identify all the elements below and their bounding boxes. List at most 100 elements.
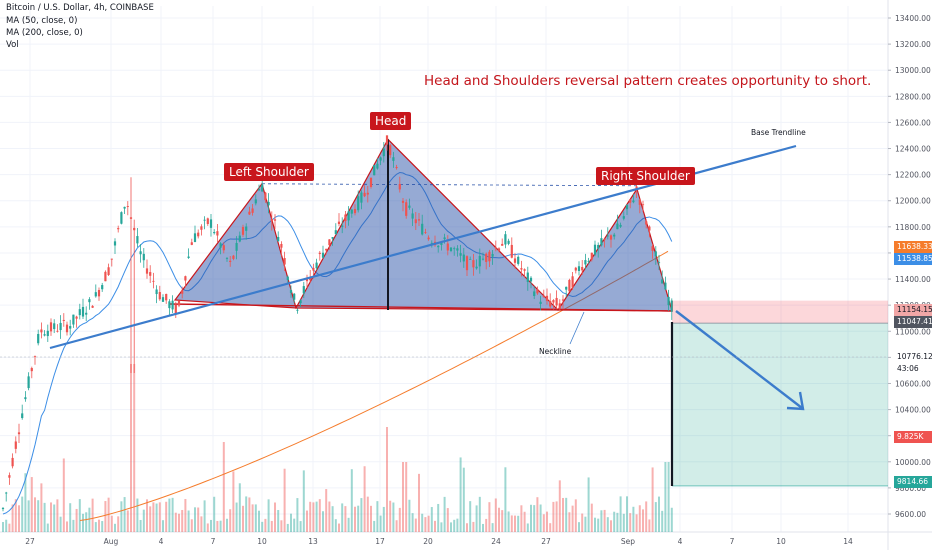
volume-bar: [645, 501, 648, 532]
x-tick-label: 24: [491, 537, 501, 546]
volume-bar: [651, 467, 654, 532]
volume-bar: [427, 515, 430, 532]
vol-legend[interactable]: Vol: [6, 40, 19, 50]
candle-body: [667, 296, 670, 306]
volume-bar: [603, 509, 606, 532]
volume-bar: [331, 506, 334, 532]
candle-body: [85, 312, 88, 315]
volume-bar: [283, 468, 286, 532]
volume-bar: [341, 503, 344, 532]
candle-body: [632, 200, 635, 203]
candle-body: [353, 208, 357, 214]
volume-bar: [66, 521, 68, 532]
candle-body: [629, 199, 632, 203]
headline-annotation[interactable]: Head and Shoulders reversal pattern crea…: [424, 73, 872, 89]
volume-bar: [530, 504, 532, 532]
volume-bar: [309, 501, 312, 532]
right-shoulder-label[interactable]: Right Shoulder: [596, 167, 695, 185]
candle-body: [299, 300, 302, 304]
candle-body: [232, 255, 235, 259]
candle-body: [283, 258, 286, 265]
candle-body: [229, 260, 232, 262]
volume-bar: [242, 505, 244, 532]
short-position-tool[interactable]: [670, 300, 888, 487]
candle-body: [638, 199, 641, 205]
candle-body: [97, 290, 101, 297]
ma50-path: [2, 172, 673, 515]
volume-bar: [14, 499, 17, 532]
candle-body: [414, 219, 417, 224]
candle-body: [584, 260, 587, 265]
price-axis[interactable]: 13400.00 13200.00 13000.00 12800.00 12600.00…: [888, 14, 931, 519]
y-tick-label: 9800.00: [895, 484, 926, 493]
volume-bar: [158, 502, 161, 532]
volume-bar: [130, 364, 132, 532]
ma200-legend[interactable]: MA (200, close, 0): [6, 28, 83, 38]
volume-bar: [520, 505, 523, 532]
candle-body: [661, 279, 664, 284]
ma50-legend[interactable]: MA (50, close, 0): [6, 16, 78, 26]
candle-body: [62, 319, 65, 321]
head-label[interactable]: Head: [370, 112, 412, 130]
volume-bar: [443, 496, 446, 532]
neckline-label[interactable]: Neckline: [539, 347, 572, 356]
volume-bar: [126, 510, 129, 532]
y-tick-label: 13000.00: [895, 66, 931, 75]
volume-bar: [165, 501, 168, 532]
volume-bar: [299, 521, 302, 532]
base-trendline-label[interactable]: Base Trendline: [751, 128, 806, 137]
left-shoulder-label[interactable]: Left Shoulder: [224, 163, 314, 181]
volume-bar: [101, 521, 104, 532]
candle-body: [245, 226, 248, 231]
candle-body: [472, 260, 475, 268]
volume-bar: [69, 503, 72, 532]
candle-body: [69, 326, 72, 329]
volume-bar: [562, 497, 564, 532]
volume-bar: [43, 502, 46, 532]
candle-body: [133, 227, 136, 231]
volume-bar: [626, 496, 628, 532]
candle-body: [609, 235, 613, 240]
volume-bar: [462, 467, 465, 532]
candle-body: [21, 413, 24, 419]
candle-body: [315, 262, 318, 269]
volume-bar: [210, 519, 212, 532]
candle-body: [197, 232, 200, 237]
y-tick-label: 12600.00: [895, 118, 931, 127]
y-tick-label: 11800.00: [895, 223, 931, 232]
y-tick-label: 12400.00: [895, 145, 931, 154]
volume-bar: [267, 499, 270, 532]
volume-bar: [261, 521, 264, 532]
candle-body: [75, 316, 78, 319]
candle-body: [59, 322, 62, 331]
candle-body: [254, 199, 257, 204]
candle-body: [648, 226, 651, 231]
candle-body: [449, 247, 453, 252]
volume-bar: [53, 504, 56, 532]
neckline-pointer: [569, 311, 585, 345]
volume-bar: [290, 513, 292, 532]
candle-body: [497, 248, 501, 251]
volume-bar: [245, 496, 248, 532]
candle-body: [225, 258, 229, 259]
volume-bar: [453, 519, 456, 532]
candle-body: [606, 235, 609, 237]
volume-bar: [459, 457, 462, 532]
pattern-triangle: [294, 138, 560, 311]
y-tick-label: 12800.00: [895, 92, 931, 101]
candle-body: [568, 279, 571, 292]
volume-bar: [322, 511, 324, 532]
symbol-legend[interactable]: Bitcoin / U.S. Dollar, 4h, COINBASE: [6, 3, 154, 13]
candle-body: [251, 208, 254, 213]
candle-body: [469, 258, 472, 260]
target-zone: [672, 323, 888, 486]
x-tick-label: 14: [843, 537, 853, 546]
volume-bar: [197, 507, 200, 532]
y-tick-label: 11000.00: [895, 327, 931, 336]
volume-bar: [491, 523, 494, 532]
candle-body: [40, 329, 43, 333]
time-axis[interactable]: 27 Aug 4 7 10 13 17 20 24 27 Sep 4 7 10 14: [25, 537, 853, 546]
candle-body: [280, 243, 283, 248]
candle-body: [139, 251, 142, 255]
